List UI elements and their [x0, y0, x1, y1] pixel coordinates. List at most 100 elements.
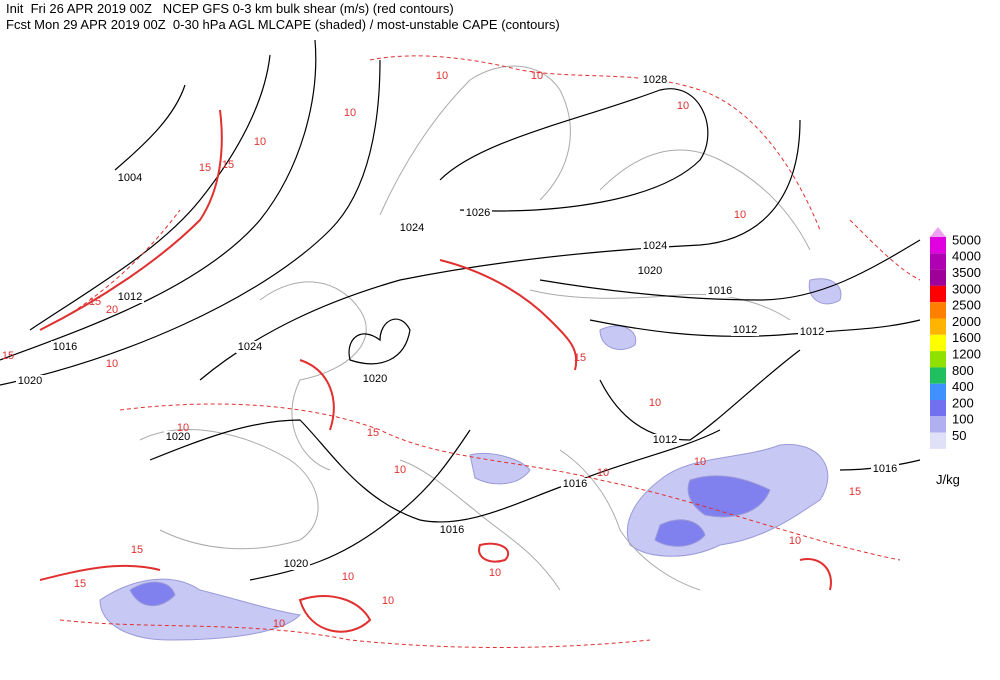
legend-swatch — [930, 318, 946, 335]
isobar-label-bg — [282, 558, 310, 570]
legend-label: 5000 — [952, 232, 981, 247]
shear-label: 15 — [222, 159, 234, 171]
isobar-label-bg — [51, 341, 79, 353]
shear-label: 15 — [574, 352, 586, 364]
shear-label: 10 — [597, 467, 609, 479]
shear-label: 10 — [394, 464, 406, 476]
legend-unit: J/kg — [936, 472, 960, 487]
shear-label: 20 — [106, 304, 118, 316]
isobar-label: 1004 — [118, 172, 142, 184]
legend-label: 2500 — [952, 298, 981, 313]
isobar-label: 1024 — [643, 240, 667, 252]
legend-label: 200 — [952, 395, 974, 410]
legend-swatch — [930, 253, 946, 270]
shear-label: 15 — [367, 427, 379, 439]
legend-swatch — [930, 416, 946, 433]
legend-label: 1600 — [952, 330, 981, 345]
shear-label: 15 — [89, 296, 101, 308]
legend-swatch — [930, 334, 946, 352]
isobar-label-bg — [361, 373, 389, 385]
isobar-label: 1016 — [873, 463, 897, 475]
isobar-label: 1016 — [563, 478, 587, 490]
isobar-label: 1020 — [284, 558, 308, 570]
shear-label: 15 — [199, 162, 211, 174]
legend-label: 4000 — [952, 249, 981, 264]
isobar-label-bg — [164, 431, 192, 443]
title-line-1: Init Fri 26 APR 2019 00Z NCEP GFS 0-3 km… — [6, 1, 454, 16]
isobar-label: 1026 — [466, 207, 490, 219]
isobar-label: 1016 — [708, 285, 732, 297]
legend-swatch — [930, 285, 946, 303]
isobar-label: 1012 — [800, 326, 824, 338]
legend-swatch — [930, 383, 946, 400]
shear-label: 10 — [649, 397, 661, 409]
isobar-label-bg — [871, 463, 899, 475]
legend-label: 100 — [952, 412, 974, 427]
coastlines — [139, 65, 811, 591]
isobar-label: 1012 — [653, 434, 677, 446]
shear-label: 15 — [74, 578, 86, 590]
isobar-label-bg — [464, 207, 492, 219]
isobar-label-bg — [236, 341, 264, 353]
isobar-label-bg — [398, 222, 426, 234]
legend-swatch — [930, 351, 946, 368]
title-line-2: Fcst Mon 29 APR 2019 00Z 0-30 hPa AGL ML… — [6, 17, 560, 32]
shear-label: 10 — [734, 209, 746, 221]
shear-label: 10 — [273, 618, 285, 630]
legend-label: 3500 — [952, 265, 981, 280]
isobars — [0, 39, 921, 581]
shear-label: 10 — [382, 595, 394, 607]
isobar-label-bg — [651, 434, 679, 446]
legend-label: 1200 — [952, 347, 981, 362]
isobar-label-bg — [641, 74, 669, 86]
isobar-label: 1016 — [53, 341, 77, 353]
legend-arrow — [930, 227, 946, 237]
legend-swatch — [930, 302, 946, 319]
shear-label: 10 — [789, 535, 801, 547]
isobar-label: 1024 — [400, 222, 424, 234]
shear-label: 15 — [849, 486, 861, 498]
isobar-label-bg — [731, 324, 759, 336]
legend-label: 2000 — [952, 314, 981, 329]
shear-contours — [39, 55, 921, 648]
legend-swatch — [930, 269, 946, 286]
isobar-label: 1020 — [166, 431, 190, 443]
isobar-label-bg — [641, 240, 669, 252]
isobar-label-bg — [16, 375, 44, 387]
shear-label: 15 — [2, 350, 14, 362]
shear-label: 10 — [489, 567, 501, 579]
isobar-label: 1028 — [643, 74, 667, 86]
shear-label: 10 — [254, 136, 266, 148]
isobar-label: 1012 — [118, 291, 142, 303]
isobar-label: 1016 — [440, 524, 464, 536]
legend-swatch — [930, 237, 946, 254]
isobar-label-bg — [561, 478, 589, 490]
isobar-label-bg — [706, 285, 734, 297]
isobar-label-bg — [798, 326, 826, 338]
shear-label: 10 — [106, 358, 118, 370]
legend-swatch — [930, 367, 946, 384]
isobar-label-bg — [116, 172, 144, 184]
legend-label: 3000 — [952, 281, 981, 296]
shear-label: 10 — [344, 107, 356, 119]
isobar-label: 1020 — [638, 265, 662, 277]
legend-label: 50 — [952, 428, 966, 443]
isobar-label-bg — [116, 291, 144, 303]
isobar-label: 1024 — [238, 341, 262, 353]
legend-label: 400 — [952, 379, 974, 394]
legend-swatch — [930, 432, 946, 449]
isobar-label: 1020 — [363, 373, 387, 385]
isobar-label-bg — [438, 524, 466, 536]
shear-label: 10 — [677, 100, 689, 112]
shear-label: 10 — [177, 422, 189, 434]
shear-label: 10 — [436, 70, 448, 82]
legend-label: 800 — [952, 363, 974, 378]
shear-label: 15 — [131, 544, 143, 556]
isobar-label-bg — [636, 265, 664, 277]
shear-label: 10 — [694, 456, 706, 468]
shear-label: 10 — [531, 70, 543, 82]
